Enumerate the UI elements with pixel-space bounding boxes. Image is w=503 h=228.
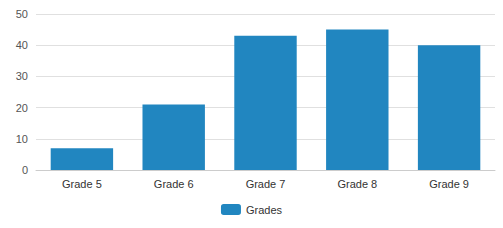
svg-text:Grade 7: Grade 7 [246,178,286,190]
svg-text:40: 40 [16,39,28,51]
svg-text:30: 30 [16,70,28,82]
svg-text:Grades: Grades [246,204,283,216]
svg-text:50: 50 [16,8,28,20]
svg-text:Grade 8: Grade 8 [337,178,377,190]
svg-text:Grade 6: Grade 6 [154,178,194,190]
svg-text:0: 0 [22,164,28,176]
svg-text:10: 10 [16,133,28,145]
svg-text:Grade 5: Grade 5 [62,178,102,190]
svg-text:Grade 9: Grade 9 [429,178,469,190]
svg-text:20: 20 [16,102,28,114]
